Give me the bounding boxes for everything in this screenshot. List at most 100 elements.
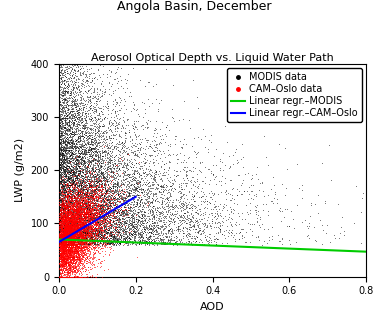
Point [67, 225, 74, 230]
Point [70, 179, 76, 184]
Point [59, 252, 65, 258]
Point [59, 242, 65, 248]
Point [69, 228, 75, 233]
Point [85, 241, 91, 247]
Point [105, 201, 111, 206]
Point [95, 213, 101, 218]
Point [126, 228, 133, 233]
Point [78, 205, 84, 211]
Point [57, 139, 63, 145]
Point [76, 241, 82, 246]
Point [70, 211, 76, 216]
Point [63, 226, 69, 231]
Point [75, 215, 81, 220]
Point [60, 232, 66, 237]
Point [137, 195, 144, 200]
Point [67, 220, 73, 225]
Point [75, 215, 81, 220]
Point [56, 65, 62, 71]
Point [93, 245, 100, 250]
Point [73, 232, 79, 237]
Point [77, 232, 83, 238]
Point [180, 153, 187, 158]
Point [75, 251, 81, 257]
Point [71, 125, 77, 130]
Point [247, 226, 253, 231]
Point [71, 237, 77, 242]
Point [70, 200, 76, 206]
Point [146, 188, 152, 194]
Point [84, 199, 90, 204]
Point [219, 207, 225, 212]
Point [167, 193, 173, 198]
Point [131, 152, 137, 157]
Point [77, 186, 83, 191]
Point [59, 232, 65, 237]
Point [61, 242, 67, 247]
Point [104, 212, 110, 217]
Point [78, 146, 84, 151]
Point [109, 61, 115, 66]
Point [65, 198, 72, 203]
Point [77, 214, 83, 219]
Point [72, 211, 78, 216]
Point [60, 228, 66, 233]
Point [62, 169, 68, 174]
Point [68, 214, 74, 219]
Point [93, 148, 99, 154]
Point [60, 248, 66, 253]
Point [62, 226, 68, 231]
Point [172, 133, 179, 138]
Point [276, 141, 282, 146]
Point [63, 147, 70, 152]
Point [166, 228, 172, 233]
Point [61, 228, 68, 233]
Point [62, 274, 68, 279]
Point [109, 173, 116, 179]
Point [78, 204, 84, 209]
Point [62, 245, 68, 250]
Point [61, 271, 67, 277]
Point [61, 225, 67, 230]
Point [84, 206, 90, 211]
Point [86, 71, 92, 77]
Point [77, 201, 84, 207]
Point [83, 237, 89, 242]
Point [58, 107, 65, 112]
Point [80, 78, 86, 84]
Point [56, 225, 62, 231]
Point [76, 133, 82, 139]
Point [113, 218, 119, 223]
Point [73, 216, 79, 221]
Point [64, 177, 70, 182]
Point [68, 228, 74, 233]
Point [79, 233, 85, 239]
Point [57, 190, 63, 196]
Point [61, 61, 67, 66]
Point [60, 96, 66, 102]
Point [136, 174, 142, 180]
Point [130, 230, 137, 235]
Point [79, 254, 85, 259]
Point [75, 191, 81, 196]
Point [59, 119, 65, 124]
Point [60, 240, 66, 245]
Point [73, 206, 79, 212]
Point [194, 105, 201, 110]
Point [61, 199, 67, 205]
Point [73, 234, 79, 239]
Point [71, 217, 77, 222]
Point [68, 228, 74, 233]
Point [80, 177, 86, 182]
Point [131, 172, 137, 177]
Point [97, 214, 103, 219]
Point [86, 199, 92, 204]
Point [76, 206, 82, 211]
Point [92, 245, 98, 250]
Point [62, 192, 68, 197]
Point [162, 155, 168, 160]
Point [65, 242, 72, 247]
Point [98, 160, 104, 165]
Point [69, 108, 75, 113]
Point [61, 208, 68, 213]
